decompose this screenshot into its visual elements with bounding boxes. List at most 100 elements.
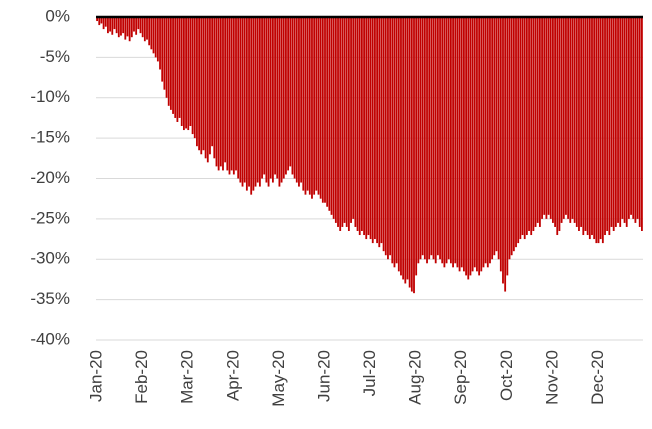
bar xyxy=(139,17,142,34)
bar xyxy=(100,17,103,24)
bar xyxy=(604,17,606,236)
bar xyxy=(337,17,339,227)
bar xyxy=(395,17,398,264)
bar xyxy=(135,17,138,35)
bar xyxy=(241,17,244,187)
bar xyxy=(254,17,257,187)
bar xyxy=(232,17,235,175)
bar xyxy=(556,17,559,236)
x-tick-label: Jun-20 xyxy=(314,350,333,402)
bar xyxy=(141,17,144,38)
bar xyxy=(406,17,409,280)
bar xyxy=(137,17,140,30)
bar xyxy=(237,17,240,179)
bar xyxy=(519,17,522,240)
bar xyxy=(187,17,190,131)
bar xyxy=(606,17,609,231)
bar xyxy=(96,17,98,22)
bar xyxy=(493,17,496,256)
bar xyxy=(534,17,537,227)
bar xyxy=(143,17,146,42)
bar xyxy=(528,17,530,231)
bar xyxy=(185,17,187,129)
bar xyxy=(408,17,411,288)
bar xyxy=(476,17,478,272)
bar xyxy=(369,17,372,240)
bar xyxy=(632,17,635,219)
bar xyxy=(517,17,520,244)
bar xyxy=(258,17,261,187)
bar xyxy=(196,17,198,147)
bar xyxy=(610,17,613,227)
bar xyxy=(289,17,292,167)
bar xyxy=(512,17,515,252)
bar xyxy=(489,17,491,264)
bar xyxy=(256,17,259,183)
bar xyxy=(573,17,576,223)
bar xyxy=(636,17,639,219)
bar xyxy=(367,17,370,236)
bar xyxy=(354,17,357,227)
bar xyxy=(311,17,313,199)
bar xyxy=(265,17,268,183)
bar xyxy=(298,17,300,187)
bar xyxy=(417,17,420,264)
bar xyxy=(115,17,118,34)
bar xyxy=(480,17,483,272)
bar xyxy=(432,17,435,260)
bar xyxy=(130,17,133,38)
bar xyxy=(345,17,348,227)
bar xyxy=(102,17,105,30)
bar xyxy=(243,17,246,183)
bar xyxy=(165,17,168,98)
bar xyxy=(334,17,337,223)
bar xyxy=(161,17,164,82)
bar xyxy=(128,17,131,42)
bar xyxy=(332,17,335,219)
bar xyxy=(491,17,494,260)
bar xyxy=(617,17,619,223)
bar xyxy=(222,17,224,171)
bar xyxy=(499,17,502,272)
bar xyxy=(625,17,628,227)
bar xyxy=(315,17,318,191)
bar xyxy=(469,17,472,276)
bar xyxy=(397,17,400,272)
bar xyxy=(219,17,222,167)
bar xyxy=(213,17,216,159)
bar xyxy=(378,17,381,248)
bar xyxy=(261,17,263,179)
bar xyxy=(443,17,446,268)
bar xyxy=(347,17,350,231)
bar xyxy=(356,17,359,231)
bar xyxy=(98,17,101,26)
bar xyxy=(504,17,507,292)
bar xyxy=(458,17,461,272)
bar xyxy=(217,17,220,171)
bar xyxy=(482,17,485,268)
bar xyxy=(306,17,309,191)
bar xyxy=(150,17,153,50)
bar xyxy=(634,17,637,223)
bar xyxy=(460,17,463,268)
bar xyxy=(365,17,368,240)
bar xyxy=(560,17,563,223)
bar xyxy=(506,17,509,276)
bar xyxy=(107,17,109,34)
bar xyxy=(562,17,565,219)
bar xyxy=(209,17,211,155)
x-tick-label: Oct-20 xyxy=(497,350,516,401)
bar xyxy=(122,17,125,34)
bar xyxy=(449,17,452,264)
bar xyxy=(430,17,433,256)
bar xyxy=(591,17,593,236)
bar xyxy=(415,17,418,276)
bar xyxy=(441,17,444,264)
bar xyxy=(317,17,320,195)
bar xyxy=(291,17,294,175)
bar xyxy=(267,17,270,187)
bar xyxy=(120,17,122,36)
bar xyxy=(404,17,407,284)
